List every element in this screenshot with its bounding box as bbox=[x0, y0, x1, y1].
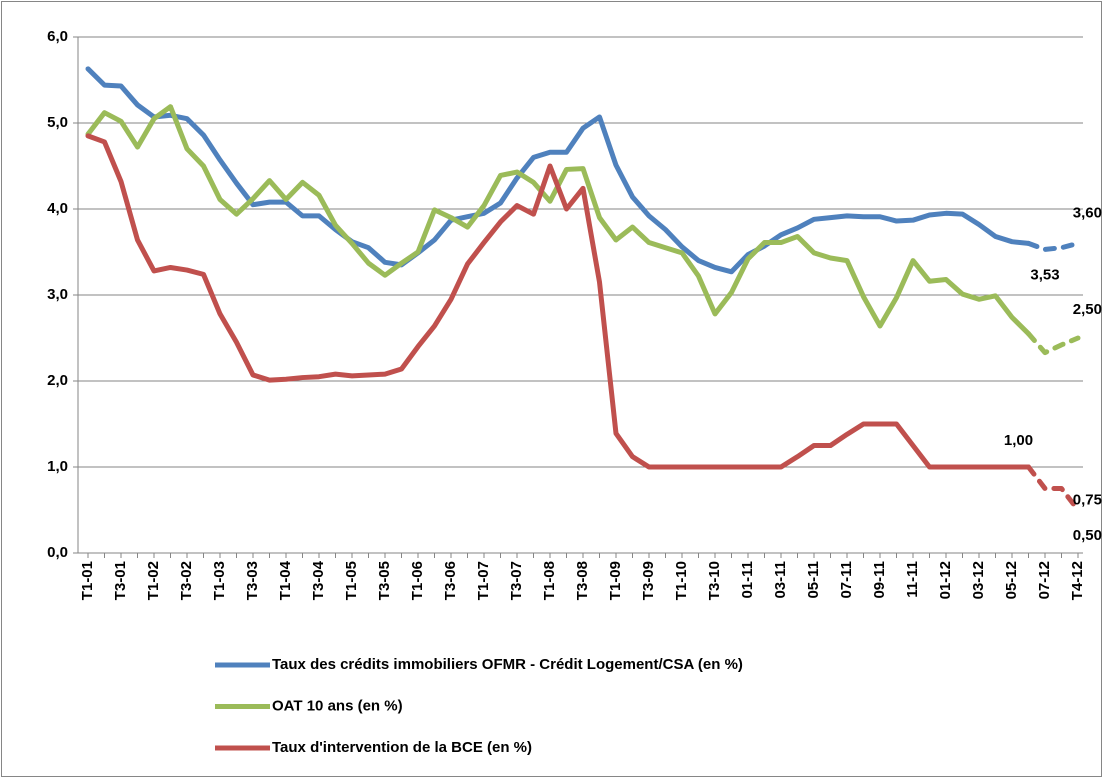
legend-label: OAT 10 ans (en %) bbox=[272, 697, 403, 714]
x-tick-label: 05-12 bbox=[1003, 561, 1020, 599]
x-tick-label: T1-08 bbox=[541, 561, 558, 600]
y-tick-label: 4,0 bbox=[47, 200, 68, 217]
x-tick-label: T1-07 bbox=[475, 561, 492, 600]
y-tick-label: 3,0 bbox=[47, 286, 68, 303]
x-tick-label: T3-01 bbox=[112, 561, 129, 600]
x-tick-label: T3-02 bbox=[178, 561, 195, 600]
y-tick-label: 1,0 bbox=[47, 458, 68, 475]
x-tick-label: T3-05 bbox=[376, 561, 393, 600]
x-tick-label: 07-11 bbox=[838, 561, 855, 599]
x-tick-label: T3-08 bbox=[574, 561, 591, 600]
x-tick-label: 05-11 bbox=[805, 561, 822, 599]
legend-label: Taux des crédits immobiliers OFMR - Créd… bbox=[272, 656, 743, 673]
x-tick-label: T1-06 bbox=[409, 561, 426, 600]
x-tick-label: T1-03 bbox=[211, 561, 228, 600]
x-tick-label: 07-12 bbox=[1036, 561, 1053, 599]
x-tick-label: T3-06 bbox=[442, 561, 459, 600]
y-tick-label: 5,0 bbox=[47, 114, 68, 131]
x-tick-label: T1-10 bbox=[673, 561, 690, 600]
x-tick-label: 11-11 bbox=[904, 561, 921, 598]
data-label: 0,75 bbox=[1073, 491, 1102, 508]
x-tick-label: 09-11 bbox=[871, 561, 888, 599]
data-label: 3,53 bbox=[1030, 266, 1059, 283]
x-tick-label: T1-01 bbox=[79, 561, 96, 600]
legend-label: Taux d'intervention de la BCE (en %) bbox=[272, 739, 532, 756]
series-line-forecast bbox=[1026, 240, 1081, 252]
series-line-forecast bbox=[1026, 331, 1081, 356]
y-tick-label: 6,0 bbox=[47, 28, 68, 45]
x-tick-label: T3-10 bbox=[706, 561, 723, 600]
x-tick-label: 01-11 bbox=[739, 561, 756, 599]
x-tick-label: T4-12 bbox=[1069, 561, 1086, 600]
x-tick-label: T1-02 bbox=[145, 561, 162, 600]
data-label: 1,00 bbox=[1004, 432, 1033, 449]
y-tick-label: 2,0 bbox=[47, 372, 68, 389]
data-label: 2,50 bbox=[1073, 301, 1102, 318]
x-tick-label: T3-04 bbox=[310, 560, 327, 600]
x-tick-label: 03-12 bbox=[970, 561, 987, 599]
x-tick-label: T1-05 bbox=[343, 561, 360, 600]
y-tick-label: 0,0 bbox=[47, 544, 68, 561]
data-label: 0,50 bbox=[1073, 527, 1102, 544]
x-tick-label: 01-12 bbox=[937, 561, 954, 599]
x-tick-label: T3-09 bbox=[640, 561, 657, 600]
series-line-forecast bbox=[1026, 464, 1081, 513]
x-tick-label: 03-11 bbox=[772, 561, 789, 599]
x-tick-label: T3-07 bbox=[508, 561, 525, 600]
series-line bbox=[85, 133, 1031, 470]
data-label: 3,60 bbox=[1073, 204, 1102, 221]
series-line bbox=[85, 66, 1031, 275]
x-tick-label: T1-09 bbox=[607, 561, 624, 600]
x-tick-label: T3-03 bbox=[244, 561, 261, 600]
x-tick-label: T1-04 bbox=[277, 560, 294, 600]
